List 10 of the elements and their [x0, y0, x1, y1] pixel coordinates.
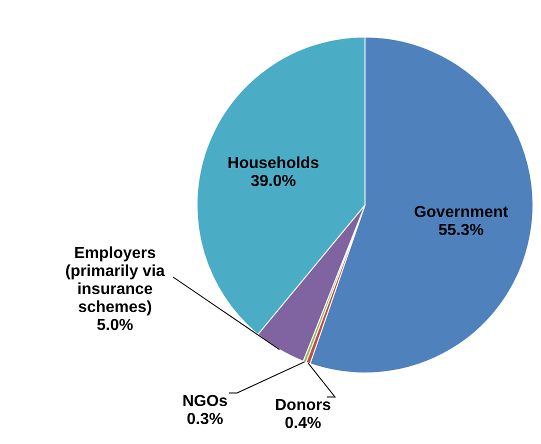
- data-label: 55.3%: [438, 222, 484, 240]
- data-label: 39.0%: [250, 172, 296, 190]
- slice-label: NGOs: [182, 393, 228, 410]
- data-label: 5.0%: [96, 317, 134, 334]
- slice-label: Households: [228, 154, 320, 172]
- slice-label: Donors: [275, 397, 332, 414]
- slice-label: Government: [414, 204, 509, 222]
- data-label: 0.4%: [284, 415, 322, 432]
- data-label: 0.3%: [186, 411, 224, 428]
- slice-label: Employers (primarily via insurance schemes): [65, 245, 165, 316]
